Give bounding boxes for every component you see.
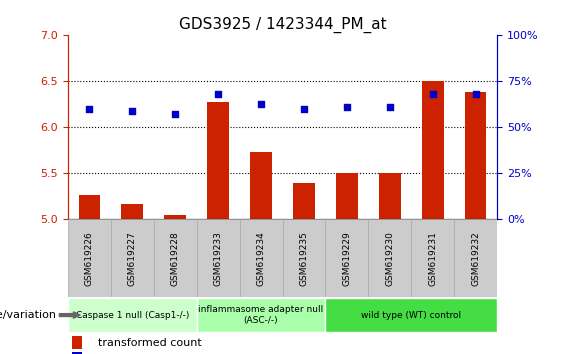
Bar bbox=[72, 352, 82, 354]
Bar bbox=[282, 219, 325, 297]
Text: transformed count: transformed count bbox=[98, 338, 202, 348]
Bar bbox=[154, 219, 197, 297]
Text: GSM619235: GSM619235 bbox=[299, 231, 308, 286]
Bar bbox=[422, 81, 444, 219]
Bar bbox=[368, 219, 411, 297]
Bar bbox=[68, 219, 111, 297]
Bar bbox=[379, 173, 401, 219]
Bar bbox=[325, 219, 368, 297]
Bar bbox=[240, 219, 282, 297]
Bar bbox=[250, 152, 272, 219]
Point bbox=[128, 108, 137, 114]
Point bbox=[342, 104, 351, 110]
Bar bbox=[207, 102, 229, 219]
Bar bbox=[111, 219, 154, 297]
Text: GSM619233: GSM619233 bbox=[214, 231, 223, 286]
Bar bbox=[454, 219, 497, 297]
Text: Caspase 1 null (Casp1-/-): Caspase 1 null (Casp1-/-) bbox=[76, 310, 189, 320]
Bar bbox=[121, 204, 143, 219]
Bar bbox=[293, 183, 315, 219]
Text: GSM619226: GSM619226 bbox=[85, 231, 94, 286]
Bar bbox=[68, 298, 197, 332]
Text: GSM619230: GSM619230 bbox=[385, 231, 394, 286]
Text: GSM619229: GSM619229 bbox=[342, 231, 351, 286]
Bar bbox=[72, 336, 82, 349]
Bar bbox=[197, 219, 240, 297]
Point bbox=[214, 91, 223, 97]
Point bbox=[385, 104, 394, 110]
Title: GDS3925 / 1423344_PM_at: GDS3925 / 1423344_PM_at bbox=[179, 16, 386, 33]
Text: inflammasome adapter null
(ASC-/-): inflammasome adapter null (ASC-/-) bbox=[198, 306, 324, 325]
Text: GSM619228: GSM619228 bbox=[171, 231, 180, 286]
Point bbox=[428, 91, 437, 97]
Point bbox=[171, 111, 180, 116]
Bar bbox=[197, 298, 325, 332]
Point bbox=[471, 91, 480, 97]
Text: GSM619227: GSM619227 bbox=[128, 231, 137, 286]
Text: GSM619231: GSM619231 bbox=[428, 231, 437, 286]
Point bbox=[85, 106, 94, 112]
Text: genotype/variation: genotype/variation bbox=[0, 310, 56, 320]
Bar bbox=[411, 219, 454, 297]
Bar bbox=[79, 195, 100, 219]
Text: GSM619232: GSM619232 bbox=[471, 231, 480, 286]
Point bbox=[299, 106, 308, 112]
Point bbox=[257, 101, 266, 106]
Bar bbox=[325, 298, 497, 332]
Bar bbox=[164, 215, 186, 219]
Text: wild type (WT) control: wild type (WT) control bbox=[361, 310, 462, 320]
Text: GSM619234: GSM619234 bbox=[257, 231, 266, 286]
Bar bbox=[336, 173, 358, 219]
Bar bbox=[465, 92, 486, 219]
